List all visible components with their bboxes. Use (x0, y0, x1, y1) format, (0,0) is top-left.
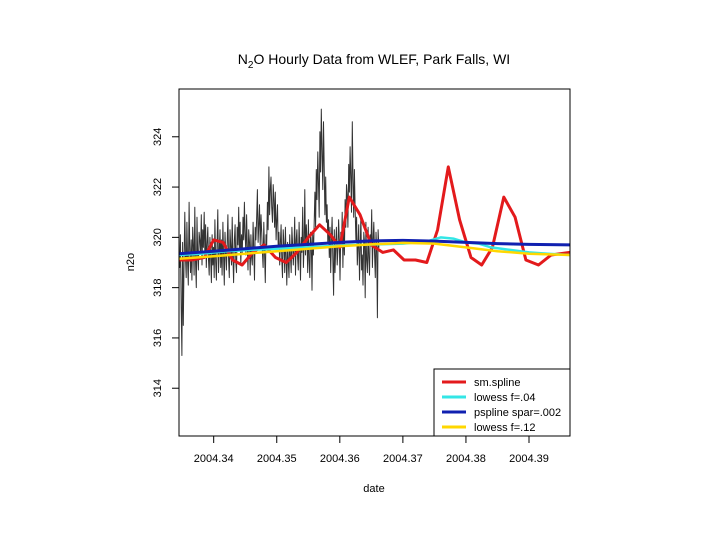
x-tick-label: 2004.39 (509, 453, 549, 465)
y-tick-label: 314 (152, 379, 164, 397)
x-axis-label: date (363, 483, 384, 495)
legend-label: sm.spline (474, 377, 520, 389)
series-line-lowess-f-12 (179, 241, 570, 260)
x-tick-label: 2004.38 (446, 453, 486, 465)
y-tick-label: 316 (152, 329, 164, 347)
series-line-pspline-spar-002 (179, 238, 570, 256)
series-line-sm-spline (179, 165, 570, 267)
x-tick-label: 2004.34 (194, 453, 234, 465)
x-tick-label: 2004.35 (257, 453, 297, 465)
legend-box (433, 368, 571, 437)
chart-title: N2O Hourly Data from WLEF, Park Falls, W… (238, 51, 510, 71)
series-line-raw (179, 108, 380, 356)
x-tick-label: 2004.37 (383, 453, 423, 465)
legend-label: lowess f=.04 (474, 392, 535, 404)
x-tick-label: 2004.36 (320, 453, 360, 465)
y-tick-label: 324 (152, 128, 164, 146)
y-axis-label: n2o (125, 253, 137, 271)
series-layer (179, 108, 570, 356)
x-axis: 2004.34 2004.35 2004.36 2004.37 2004.38 2004.… (194, 436, 549, 465)
legend: sm.spline lowess f=.04 pspline spar=.002 lo… (433, 368, 571, 437)
legend-label: lowess f=.12 (474, 422, 535, 434)
legend-label: pspline spar=.002 (474, 407, 561, 419)
y-tick-label: 320 (152, 228, 164, 246)
y-tick-label: 322 (152, 178, 164, 196)
y-tick-label: 318 (152, 278, 164, 296)
plot-frame (178, 88, 571, 437)
y-axis: 314 316 318 320 322 324 (152, 128, 179, 397)
